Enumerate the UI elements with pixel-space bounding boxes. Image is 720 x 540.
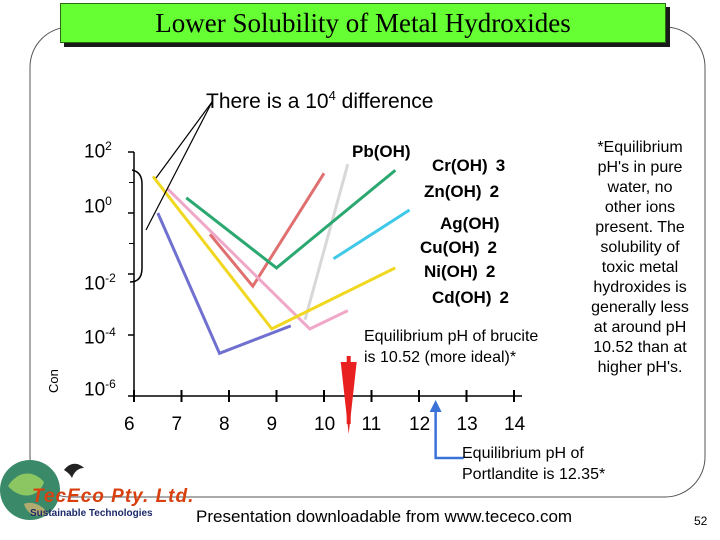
series-label: Ni(OH) 2 (424, 262, 496, 281)
note-line: Equilibrium pH of brucite (364, 328, 539, 345)
series-label: Ag(OH) (440, 214, 500, 233)
series-line (156, 212, 292, 356)
x-tick-label: 13 (456, 414, 478, 435)
footer-note: Presentation downloadable from www.tecec… (196, 507, 573, 526)
y-tick-label: 102 (84, 139, 112, 163)
bird-icon (64, 463, 84, 478)
y-tick-label: 100 (84, 194, 112, 218)
x-tick-label: 10 (314, 414, 336, 435)
y-axis-label: Con (46, 369, 61, 393)
difference-bracket-curve (129, 169, 143, 283)
portlandite-arrow (434, 404, 464, 460)
x-tick-label: 8 (219, 414, 230, 435)
note-line: hydroxides is (593, 279, 687, 296)
note-line: other ions (604, 199, 676, 216)
arrows (340, 356, 464, 460)
x-tick-label: 7 (171, 414, 183, 435)
series-label: Cu(OH) 2 (420, 238, 497, 257)
x-tick-label: 11 (361, 414, 382, 435)
series-line (332, 208, 411, 261)
y-tick-label: 10-6 (84, 377, 116, 401)
note-line: solubility of (600, 239, 680, 256)
series-label: Zn(OH) 2 (424, 182, 500, 201)
page-number: 52 (694, 514, 708, 528)
portlandite-arrow-head (429, 400, 442, 412)
brucite-arrow-head (340, 362, 357, 434)
series-line (208, 172, 326, 289)
series-label: Cr(OH) 3 (432, 156, 506, 175)
note-line: present. The (595, 219, 685, 236)
series-lines (151, 163, 411, 356)
x-tick-label: 6 (124, 414, 135, 435)
note-line: *Equilibrium (597, 139, 683, 156)
x-tick-label: 12 (409, 414, 431, 435)
difference-note-text: There is a 10 (206, 90, 329, 113)
note-line: Portlandite is 12.35* (462, 466, 606, 483)
pointer-line (155, 101, 213, 179)
axes (128, 151, 522, 402)
note-line: pH's in pure (597, 159, 683, 176)
y-tick-label: 10-4 (84, 325, 116, 349)
series-line (151, 175, 396, 331)
note-line: at around pH (593, 319, 687, 336)
series-line (185, 169, 397, 270)
company-logo (0, 460, 84, 520)
series-label: Pb(OH) (352, 142, 411, 161)
y-tick-label: 10-2 (84, 271, 116, 295)
note-line: 10.52 than at (593, 339, 687, 356)
note-line: is 10.52 (more ideal)* (364, 349, 517, 366)
note-line: toxic metal (601, 259, 679, 276)
series-line (166, 187, 349, 331)
note-line: higher pH's. (597, 359, 683, 376)
difference-note-exp: 4 (328, 88, 336, 103)
series-label: Cd(OH) 2 (432, 288, 509, 307)
note-line: water, no (607, 179, 673, 196)
difference-note: There is a 104 difference (206, 88, 434, 114)
side-note: *Equilibrium pH's in pure water, no other i… (570, 138, 710, 378)
difference-note-tail: difference (335, 90, 434, 113)
series-line (303, 163, 350, 321)
company-tagline: Sustainable Technologies (30, 508, 153, 519)
brucite-note: Equilibrium pH of brucite is 10.52 (more … (364, 326, 538, 368)
note-line: generally less (591, 299, 689, 316)
difference-bracket (129, 101, 213, 283)
pointer-line (145, 101, 213, 231)
note-line: Equilibrium pH of (462, 445, 584, 462)
title-box: Lower Solubility of Metal Hydroxides (60, 3, 666, 43)
x-tick-label: 14 (504, 414, 526, 435)
company-name: TecEco Pty. Ltd. (32, 486, 195, 507)
x-tick-label: 9 (266, 414, 278, 435)
slide-title: Lower Solubility of Metal Hydroxides (155, 7, 571, 38)
portlandite-note: Equilibrium pH of Portlandite is 12.35* (462, 443, 605, 485)
